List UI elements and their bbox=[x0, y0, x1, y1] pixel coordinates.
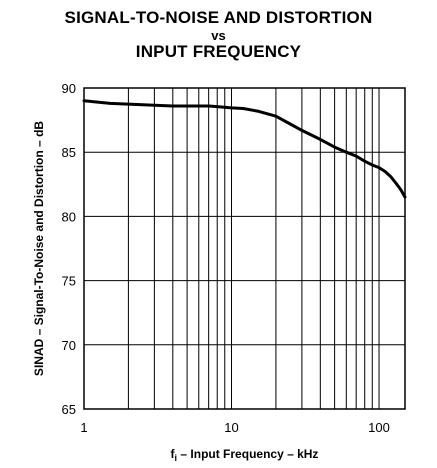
y-tick-label: 65 bbox=[62, 402, 76, 417]
grid-lines bbox=[84, 88, 405, 409]
y-tick-labels: 65 70 75 80 85 90 bbox=[62, 81, 76, 417]
x-tick-label: 100 bbox=[368, 420, 390, 435]
y-axis-label: SINAD – Signal-To-Noise and Distortion –… bbox=[32, 121, 46, 376]
y-tick-label: 70 bbox=[62, 338, 76, 353]
x-axis-label-prefix: f bbox=[171, 447, 176, 461]
x-tick-labels: 1 10 100 bbox=[80, 420, 389, 435]
chart-title-line2: vs bbox=[211, 28, 226, 43]
chart-title-line1: SIGNAL-TO-NOISE AND DISTORTION bbox=[64, 8, 373, 27]
y-tick-label: 90 bbox=[62, 81, 76, 96]
y-tick-label: 75 bbox=[62, 274, 76, 289]
y-tick-label: 80 bbox=[62, 209, 76, 224]
y-tick-label: 85 bbox=[62, 145, 76, 160]
x-tick-label: 1 bbox=[80, 420, 87, 435]
series-line-sinad bbox=[82, 99, 407, 199]
plot-frame bbox=[83, 87, 406, 410]
x-axis-label-subscript: i bbox=[175, 453, 178, 463]
x-axis-label: fi – Input Frequency – kHz bbox=[171, 447, 319, 463]
chart-title-line3: INPUT FREQUENCY bbox=[135, 42, 302, 61]
x-axis-label-rest: – Input Frequency – kHz bbox=[177, 447, 318, 461]
x-tick-label: 10 bbox=[224, 420, 238, 435]
